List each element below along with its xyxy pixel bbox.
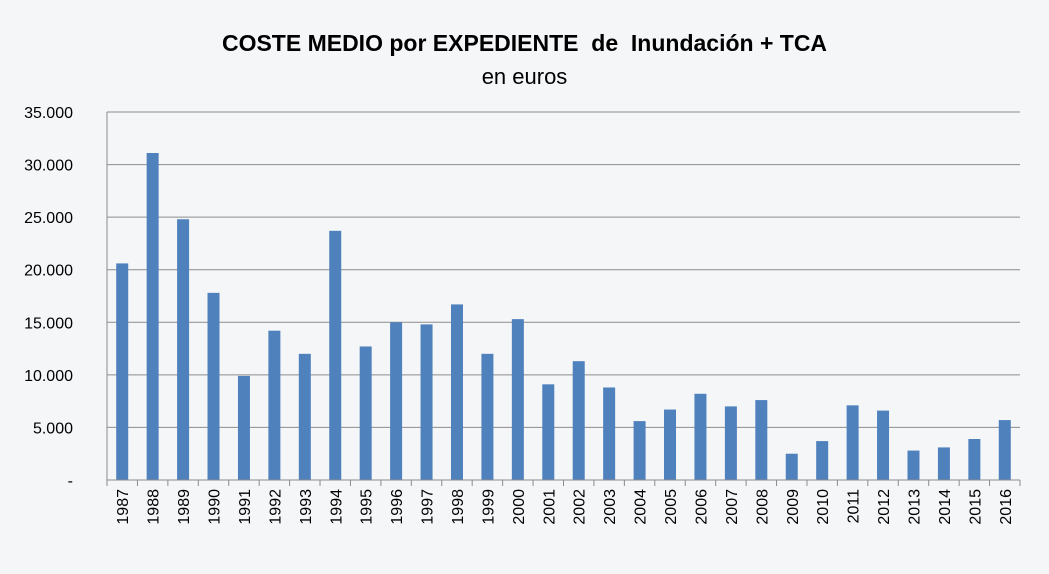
bar xyxy=(116,263,129,480)
y-tick-label: 10.000 xyxy=(24,368,73,385)
x-tick-label: 2000 xyxy=(511,489,528,525)
x-tick-label: 2011 xyxy=(846,489,863,524)
bar xyxy=(785,453,798,480)
x-tick-label: 1988 xyxy=(146,489,163,525)
y-tick-label: 30.000 xyxy=(24,158,73,175)
x-tick-label: 2016 xyxy=(998,489,1015,525)
bar xyxy=(542,384,555,480)
x-tick-label: 2015 xyxy=(967,489,984,525)
bar xyxy=(146,153,159,480)
x-tick-label: 2010 xyxy=(815,489,832,525)
x-tick-label: 1999 xyxy=(480,489,497,525)
bar xyxy=(694,393,707,480)
x-tick-label: 1990 xyxy=(207,489,224,525)
bar xyxy=(998,420,1011,480)
y-tick-labels: - 5.000 10.000 15.000 20.000 25.000 30.000 35.0… xyxy=(24,105,73,490)
chart-subtitle: en euros xyxy=(481,64,568,89)
x-tick-label: 1997 xyxy=(420,489,437,525)
x-tick-label: 1995 xyxy=(359,489,376,525)
bar xyxy=(450,304,463,480)
x-tick-label: 2009 xyxy=(785,489,802,525)
axes xyxy=(106,112,1021,486)
bar xyxy=(207,292,220,480)
bar xyxy=(724,406,737,480)
y-tick-label: 5.000 xyxy=(33,420,73,437)
x-tick-labels: 1987 1988 1989 1990 1991 1992 1993 1994 1995 1996… xyxy=(115,489,1015,525)
x-tick-label: 1998 xyxy=(450,489,467,525)
x-tick-label: 1992 xyxy=(267,489,284,525)
bar xyxy=(329,230,342,480)
bar xyxy=(877,410,890,480)
bar xyxy=(937,447,950,480)
x-tick-label: 1993 xyxy=(298,489,315,525)
y-tick-label: 25.000 xyxy=(24,210,73,227)
bar xyxy=(603,387,616,480)
x-tick-label: 1989 xyxy=(176,489,193,525)
y-tick-label: 20.000 xyxy=(24,263,73,280)
bar xyxy=(481,353,494,480)
bar xyxy=(572,361,585,480)
x-tick-label: 1991 xyxy=(237,489,254,525)
x-tick-label: 1987 xyxy=(115,489,132,525)
bar xyxy=(968,438,981,480)
y-tick-label: 15.000 xyxy=(24,315,73,332)
y-tick-label: 35.000 xyxy=(24,105,73,122)
chart-title: COSTE MEDIO por EXPEDIENTE de Inundación… xyxy=(221,30,828,56)
bar xyxy=(359,346,372,480)
bar xyxy=(633,421,646,480)
x-tick-label: 2012 xyxy=(876,489,893,525)
bar xyxy=(816,441,829,480)
bar xyxy=(755,400,768,480)
bar xyxy=(177,219,190,480)
bar xyxy=(907,450,920,480)
bar xyxy=(664,409,677,480)
bar xyxy=(420,324,433,480)
x-tick-label: 2006 xyxy=(693,489,710,525)
x-tick-label: 2013 xyxy=(906,489,923,525)
x-tick-label: 2008 xyxy=(754,489,771,525)
x-tick-label: 2001 xyxy=(541,489,558,525)
x-tick-label: 2003 xyxy=(602,489,619,525)
bars xyxy=(116,153,1011,480)
bar xyxy=(846,405,859,480)
gridlines xyxy=(107,111,1020,428)
x-tick-label: 2005 xyxy=(663,489,680,525)
bar xyxy=(237,375,250,480)
x-tick-label: 2014 xyxy=(937,489,954,525)
x-tick-label: 2002 xyxy=(572,489,589,525)
x-tick-label: 1994 xyxy=(328,489,345,525)
bar xyxy=(298,353,311,480)
bar xyxy=(511,319,524,480)
x-tick-label: 1996 xyxy=(389,489,406,525)
y-tick-label: - xyxy=(68,473,73,490)
x-tick-label: 2004 xyxy=(633,489,650,525)
x-tick-label: 2007 xyxy=(724,489,741,525)
bar xyxy=(390,322,403,480)
bar xyxy=(268,330,281,480)
